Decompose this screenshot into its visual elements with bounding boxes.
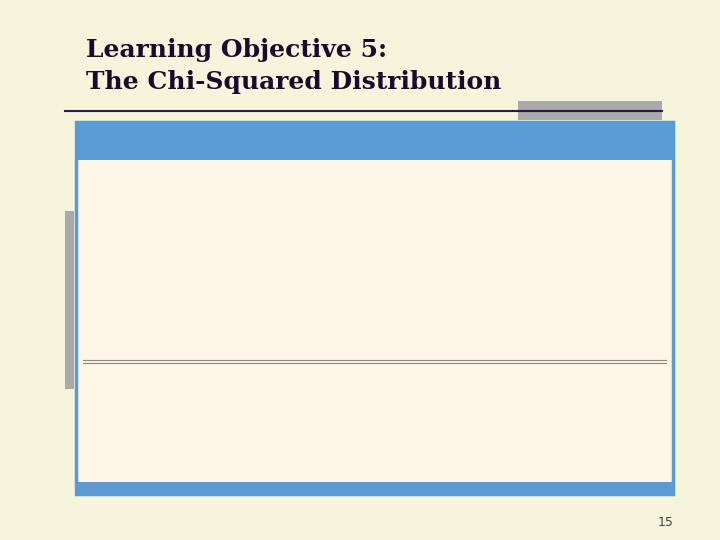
Text: 2: 2 xyxy=(86,407,94,420)
Text: 5.02: 5.02 xyxy=(317,374,346,387)
Text: 6.25: 6.25 xyxy=(198,439,227,452)
Text: 12.84: 12.84 xyxy=(435,439,472,452)
Text: .005: .005 xyxy=(440,342,467,355)
Text: 13.28: 13.28 xyxy=(374,471,411,484)
Text: 6.63: 6.63 xyxy=(378,374,407,387)
Text: 7.38: 7.38 xyxy=(317,407,346,420)
Text: 9.49: 9.49 xyxy=(253,471,287,484)
Text: 3.84: 3.84 xyxy=(253,374,287,387)
Text: 5.99: 5.99 xyxy=(253,407,287,420)
Text: 1: 1 xyxy=(86,374,94,387)
Text: .050: .050 xyxy=(254,342,286,355)
Text: 3: 3 xyxy=(86,439,94,452)
Text: .100: .100 xyxy=(199,342,226,355)
Text: 2.71: 2.71 xyxy=(197,374,228,387)
Text: 16.27: 16.27 xyxy=(500,439,537,452)
Text: 1.32: 1.32 xyxy=(140,374,170,387)
Text: 11.14: 11.14 xyxy=(312,471,350,484)
Text: 14.86: 14.86 xyxy=(435,471,472,484)
Text: 2.77: 2.77 xyxy=(140,407,170,420)
Text: 10.60: 10.60 xyxy=(435,407,472,420)
Text: 4: 4 xyxy=(86,471,94,484)
Text: 13.82: 13.82 xyxy=(500,407,537,420)
Text: 7.88: 7.88 xyxy=(439,374,468,387)
Text: 7.81: 7.81 xyxy=(253,439,287,452)
Text: df: df xyxy=(84,342,96,355)
Text: 11.34: 11.34 xyxy=(374,439,411,452)
Text: 4.11: 4.11 xyxy=(140,439,169,452)
Text: TABLE 11.7:  Some Rows of Table C Displaying Chi-Squared Values: TABLE 11.7: Some Rows of Table C Display… xyxy=(127,134,622,147)
Text: 5.39: 5.39 xyxy=(140,471,169,484)
Text: 7.78: 7.78 xyxy=(198,471,227,484)
Text: .250: .250 xyxy=(141,342,168,355)
Text: 4.61: 4.61 xyxy=(198,407,227,420)
Text: .001: .001 xyxy=(505,342,532,355)
Text: The values have right-tail probabilities between 0.250 and 0.001. For a table wi: The values have right-tail probabilities… xyxy=(86,168,574,206)
Text: .010: .010 xyxy=(379,342,406,355)
Text: 9.21: 9.21 xyxy=(378,407,407,420)
Text: Right-Tail Probability: Right-Tail Probability xyxy=(282,323,427,336)
Text: .025: .025 xyxy=(318,342,345,355)
Text: 18.47: 18.47 xyxy=(500,471,537,484)
Text: The Chi-Squared Distribution: The Chi-Squared Distribution xyxy=(86,70,502,94)
Text: 9.35: 9.35 xyxy=(317,439,346,452)
Text: Learning Objective 5:: Learning Objective 5: xyxy=(86,38,387,62)
Text: 15: 15 xyxy=(657,516,673,529)
Text: 10.83: 10.83 xyxy=(500,374,537,387)
